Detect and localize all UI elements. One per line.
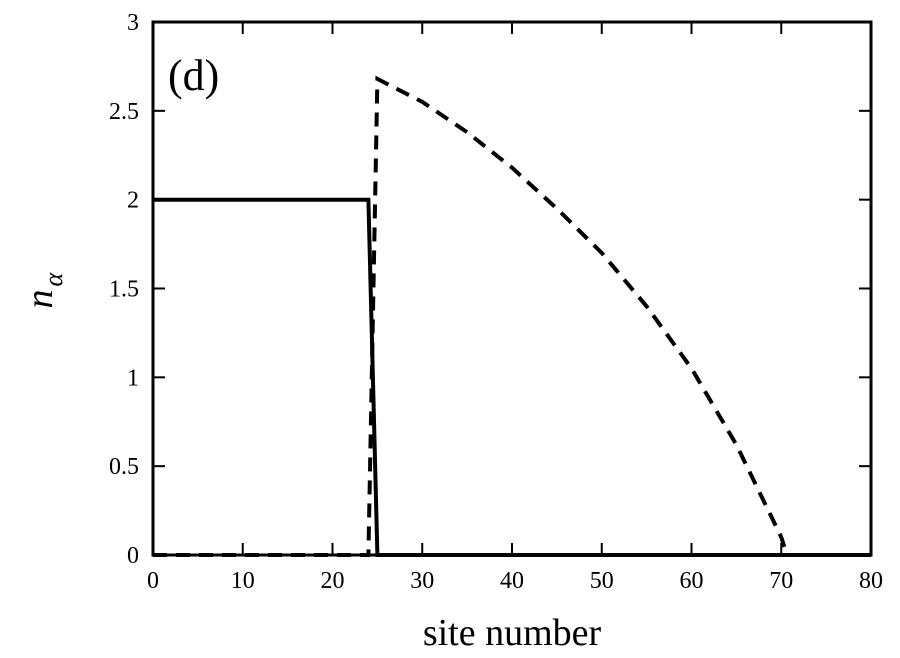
x-tick-label: 20 bbox=[321, 568, 345, 594]
y-tick-label: 2 bbox=[127, 188, 139, 214]
y-tick-label: 1.5 bbox=[109, 277, 139, 303]
y-axis-title: n α bbox=[19, 272, 68, 309]
y-tick-label: 0 bbox=[127, 543, 139, 569]
x-tick-label: 70 bbox=[769, 568, 793, 594]
x-tick-label: 60 bbox=[680, 568, 704, 594]
y-tick-label: 3 bbox=[127, 10, 139, 36]
x-tick-label: 80 bbox=[859, 568, 883, 594]
x-tick-label: 30 bbox=[410, 568, 434, 594]
x-tick-label: 10 bbox=[231, 568, 255, 594]
dashed-series-line bbox=[153, 75, 788, 557]
x-axis-title: site number bbox=[423, 612, 602, 654]
y-tick-label: 2.5 bbox=[109, 99, 139, 125]
x-tick-label: 40 bbox=[500, 568, 524, 594]
y-tick-label: 1 bbox=[127, 365, 139, 391]
plot-frame bbox=[151, 20, 873, 557]
y-axis-title-subscript: α bbox=[39, 272, 68, 287]
y-axis-ticks: 0 0.5 1 1.5 2 2.5 3 bbox=[109, 10, 871, 569]
x-tick-label: 50 bbox=[590, 568, 614, 594]
y-axis-title-main: n bbox=[19, 290, 61, 309]
series-group bbox=[153, 75, 871, 557]
y-tick-label: 0.5 bbox=[109, 454, 139, 480]
x-tick-label: 0 bbox=[147, 568, 159, 594]
panel-label: (d) bbox=[168, 51, 219, 100]
x-axis-ticks: 0 10 20 30 40 50 60 70 80 bbox=[147, 22, 883, 594]
